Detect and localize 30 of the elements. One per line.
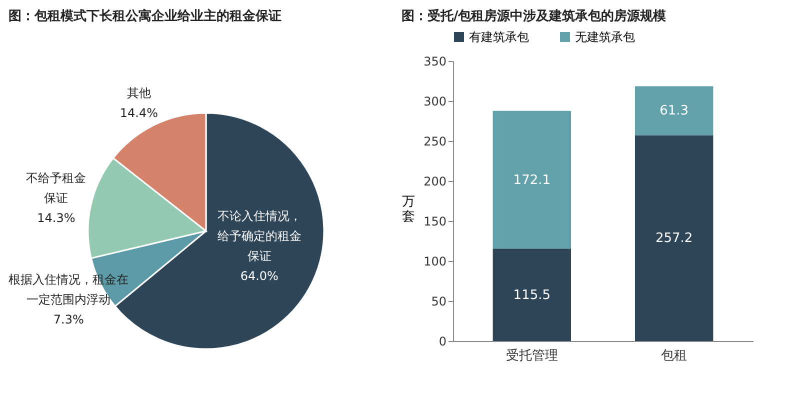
data-label: 14.4% — [120, 106, 158, 120]
data-label: 172.1 — [513, 172, 551, 188]
x-tick-label: 受托管理 — [506, 348, 558, 364]
legend-label: 无建筑承包 — [575, 30, 635, 44]
data-label: 14.3% — [37, 211, 76, 226]
y-tick-label: 200 — [424, 174, 446, 188]
y-tick-label: 0 — [438, 334, 446, 348]
x-tick-label: 包租 — [661, 348, 688, 364]
legend-label: 有建筑承包 — [469, 30, 529, 44]
chart-title: 图：包租模式下长租公寓企业给业主的租金保证 — [8, 8, 282, 24]
bar — [634, 135, 714, 341]
bar — [492, 110, 572, 249]
data-label: 115.5 — [513, 288, 551, 303]
y-tick-label: 100 — [424, 254, 446, 268]
y-tick-label: 250 — [424, 134, 446, 148]
data-label: 7.3% — [53, 312, 84, 326]
slice-label: 不论入住情况，给予确定的租金保证 — [217, 209, 302, 264]
bar — [634, 86, 714, 136]
y-axis-title: 万套 — [402, 194, 415, 224]
chart-title: 图：受托/包租房源中涉及建筑承包的房源规模 — [402, 8, 666, 24]
y-tick-label: 50 — [431, 294, 446, 308]
data-label: 257.2 — [655, 231, 693, 246]
y-tick-label: 150 — [424, 214, 446, 228]
data-label: 61.3 — [660, 104, 689, 119]
slice-label: 不给予租金保证 — [26, 171, 86, 206]
y-tick-label: 350 — [424, 54, 446, 68]
data-label: 64.0% — [240, 269, 278, 284]
slice-label: 其他 — [126, 86, 151, 100]
y-tick-label: 300 — [424, 94, 446, 108]
bar — [492, 248, 572, 341]
